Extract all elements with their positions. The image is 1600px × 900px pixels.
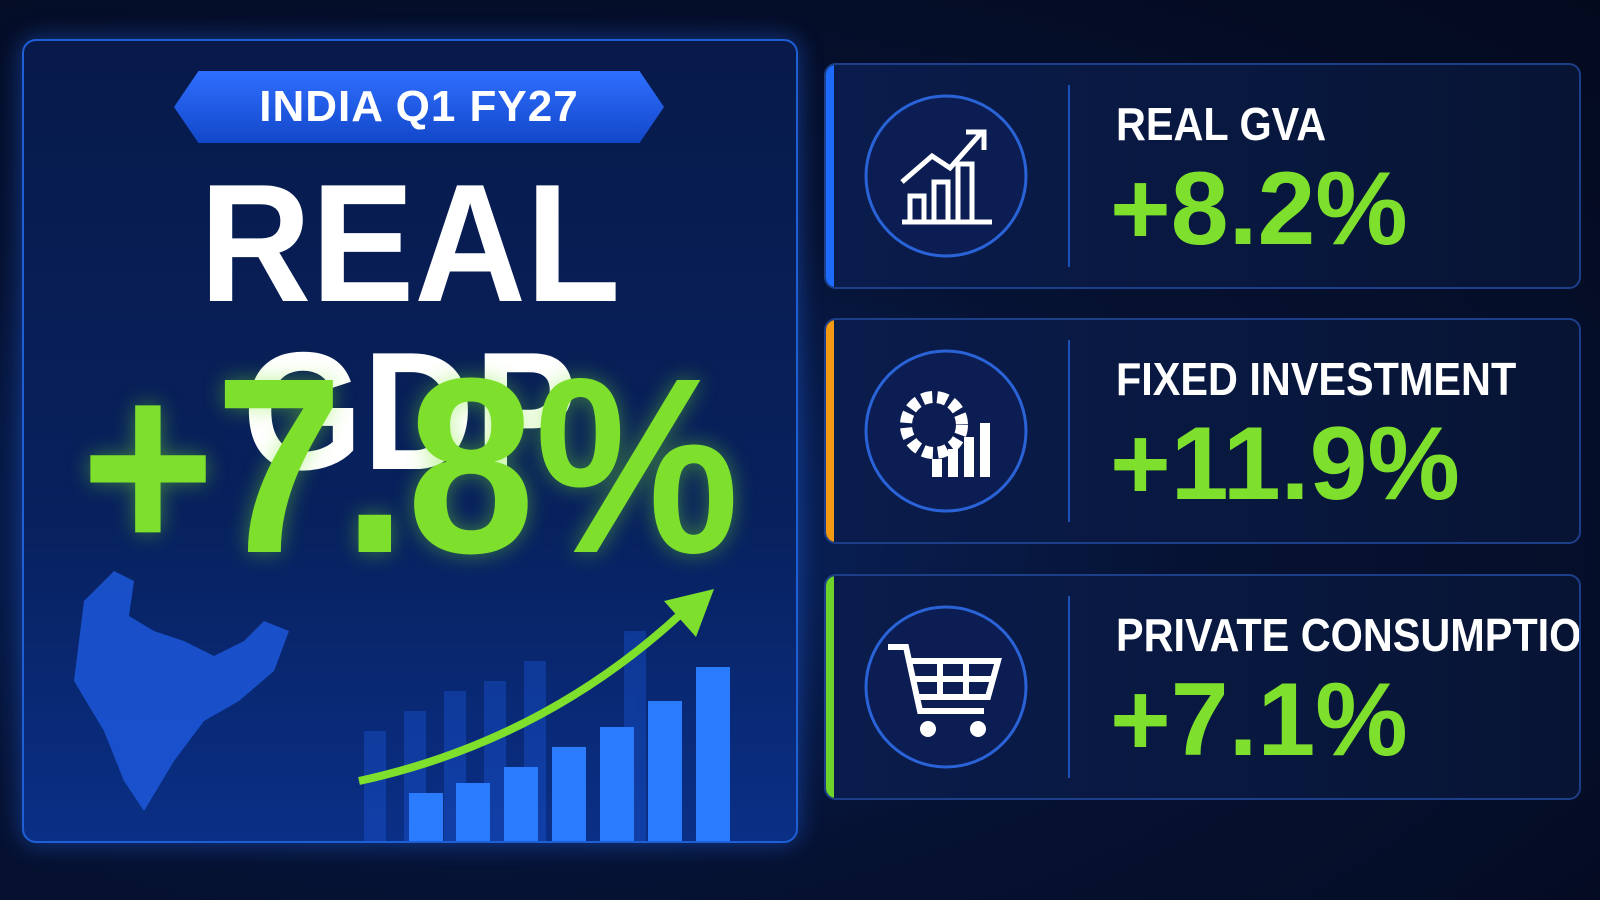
- card-label: REAL GVA: [1116, 98, 1327, 150]
- arrow-head: [664, 589, 714, 637]
- separator: [1068, 340, 1070, 522]
- bars: [409, 667, 730, 841]
- card: REAL GVA +8.2%: [824, 63, 1581, 289]
- gear-icon: [864, 349, 1028, 513]
- card: PRIVATE CONSUMPTION +7.1%: [824, 574, 1581, 800]
- cart-icon: [864, 605, 1028, 769]
- decoration: [74, 571, 730, 841]
- chart-icon: [864, 94, 1028, 258]
- accent: [826, 576, 834, 798]
- gdp-panel: INDIA Q1 FY27 REAL GDP +7.8%: [22, 39, 798, 843]
- arrow: [358, 608, 687, 785]
- card: FIXED INVESTMENT +11.9%: [824, 318, 1581, 544]
- card-value: +8.2%: [1110, 151, 1408, 267]
- title: REAL GDP: [199, 149, 621, 505]
- accent: [826, 320, 834, 542]
- card-value: +11.9%: [1110, 406, 1460, 522]
- card-label: PRIVATE CONSUMPTION: [1116, 609, 1581, 661]
- card-label: FIXED INVESTMENT: [1116, 353, 1517, 405]
- separator: [1068, 596, 1070, 778]
- badge: INDIA Q1 FY27: [174, 71, 664, 143]
- card-value: +7.1%: [1110, 662, 1408, 778]
- map: [74, 571, 289, 811]
- hero-value: +7.8%: [80, 326, 740, 605]
- accent: [826, 65, 834, 287]
- separator: [1068, 85, 1070, 267]
